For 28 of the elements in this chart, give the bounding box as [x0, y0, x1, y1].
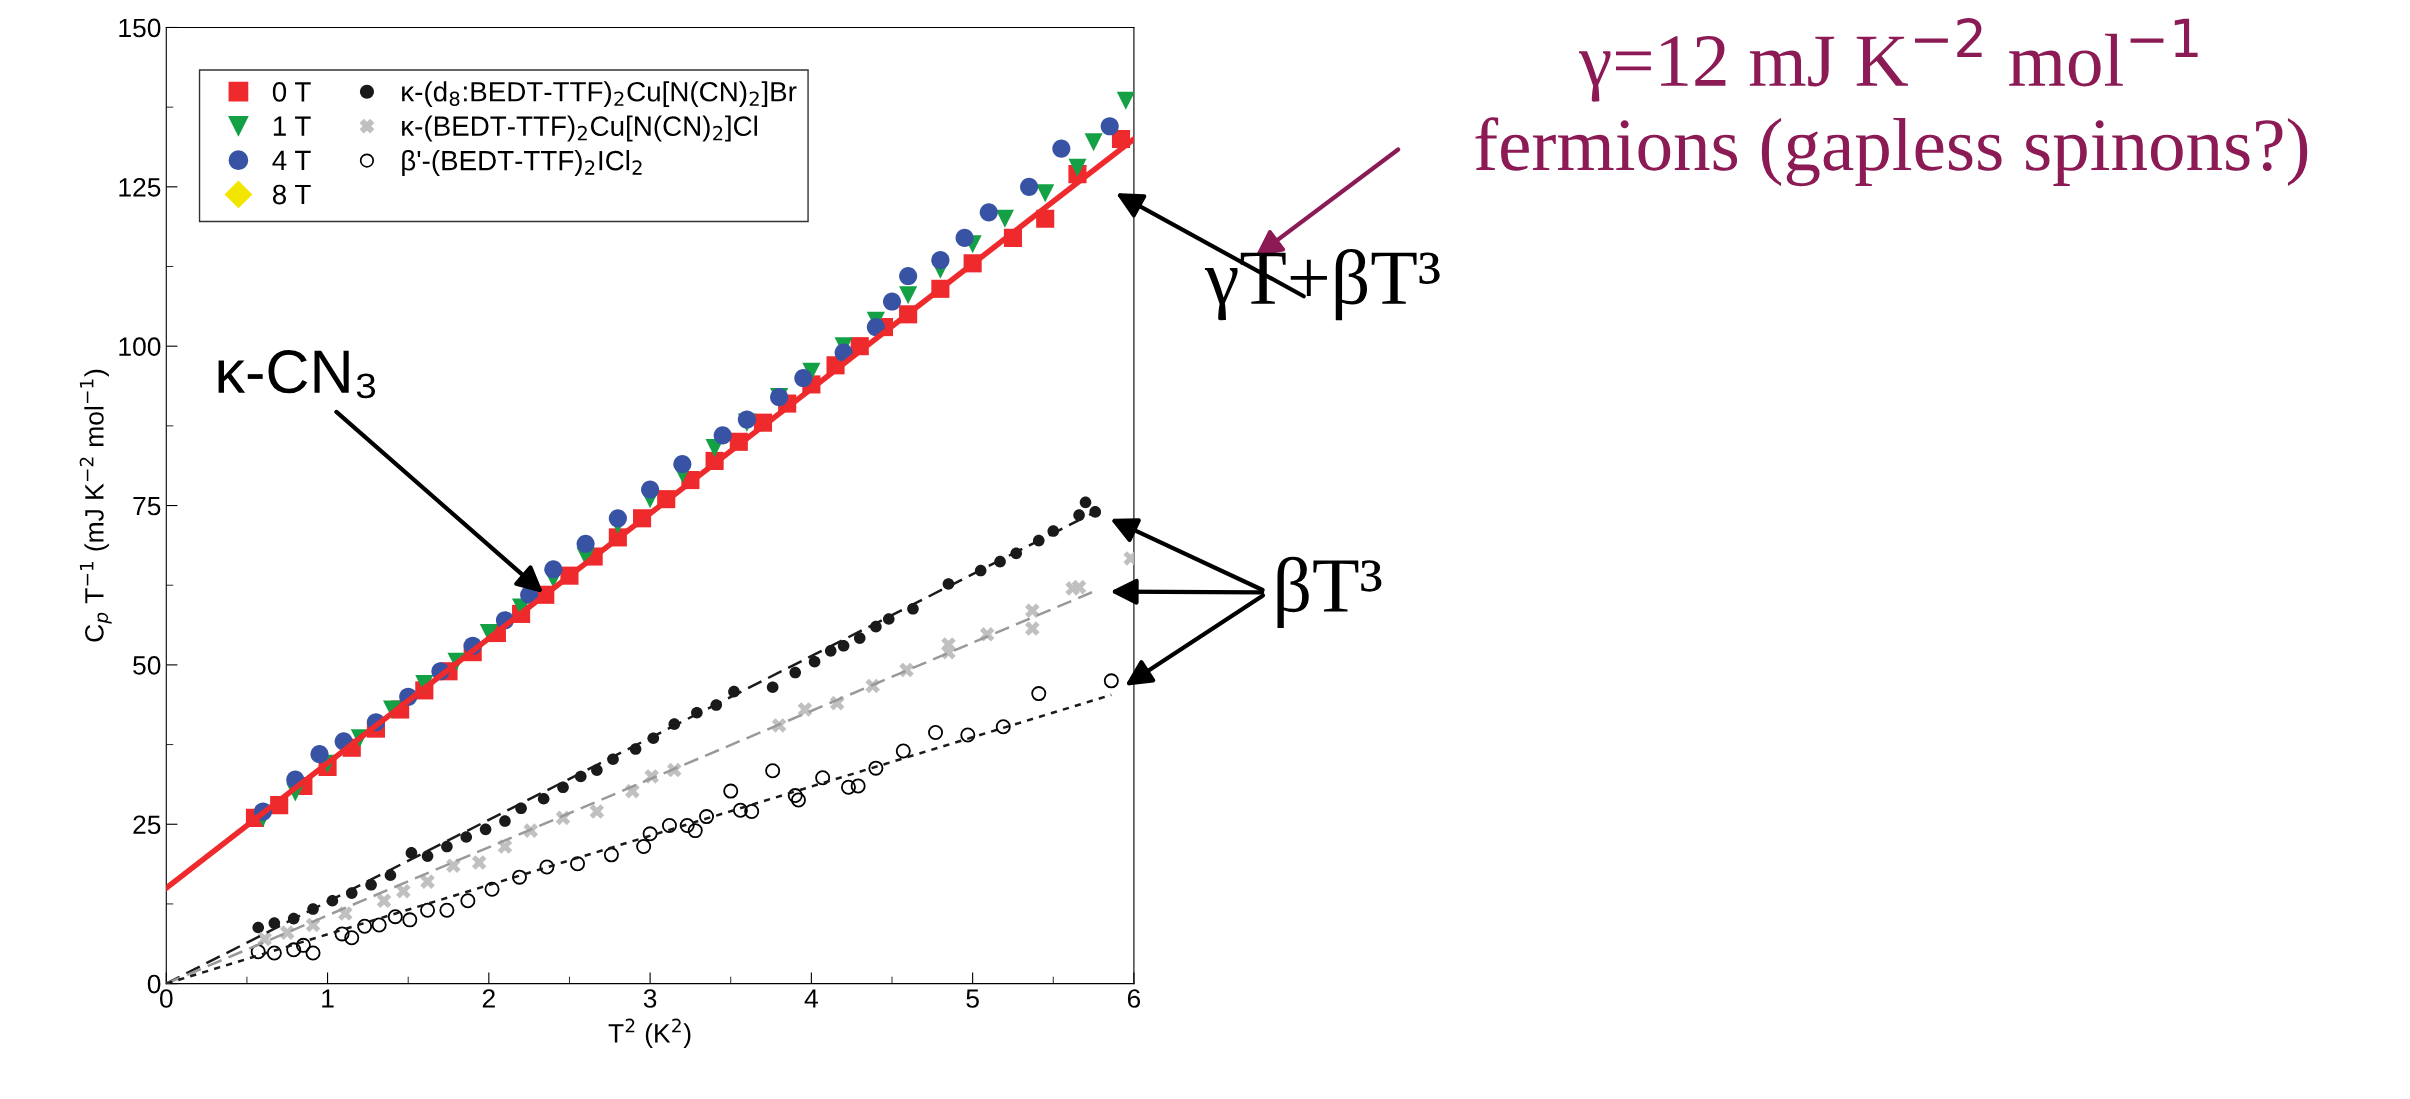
annotation: κ-CN₃: [218, 350, 376, 399]
legend-label: 4 T: [272, 150, 311, 170]
legend-label: 1 T: [273, 116, 311, 136]
text: βT³: [1277, 556, 1382, 629]
x-tick-label: 4: [804, 989, 818, 1008]
legend-label: β'-(BEDT-TTF)$_{2}$ICl$_{2}$: [402, 150, 642, 176]
legend-label: 0 T: [272, 82, 311, 102]
text: γ=12 mJ K$^{−2}$ mol$^{−1}$: [1578, 18, 2198, 102]
x-axis-title: T$^{2}$ (K$^{2}$): [608, 1018, 691, 1048]
y-tick-label: 50: [133, 656, 161, 675]
text: C$_{p}$ T$^{−1}$ (mJ K$^{−2}$ mol$^{−1}$): [79, 369, 112, 642]
x-tick-label: 6: [1127, 989, 1141, 1008]
y-tick-label: 150: [119, 18, 161, 38]
legend-label: κ-(d$_{8}$:BEDT-TTF)$_{2}$Cu[N(CN)$_{2}$]Br: [402, 81, 797, 108]
x-tick-label: 1: [322, 989, 334, 1008]
x-tick-label: 2: [482, 989, 495, 1008]
text: γT+βT³: [1204, 248, 1440, 321]
legend-label: 8 T: [272, 184, 311, 205]
legend-label: κ-(BEDT-TTF)$_{2}$Cu[N(CN)$_{2}$]Cl: [402, 115, 757, 142]
x-tick-label: 5: [966, 989, 979, 1008]
x-tick-label: 3: [643, 989, 657, 1008]
y-tick-label: 0: [147, 974, 161, 994]
y-tick-label: 25: [133, 815, 161, 835]
y-tick-label: 75: [133, 496, 161, 516]
text: fermions (gapless spinons?): [1475, 117, 2308, 187]
y-tick-label: 100: [119, 337, 161, 357]
y-tick-label: 125: [119, 177, 161, 197]
x-tick-label: 0: [159, 989, 173, 1008]
